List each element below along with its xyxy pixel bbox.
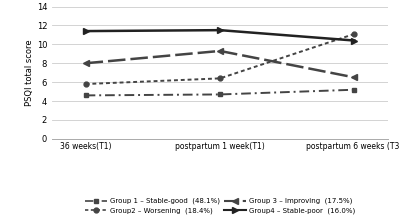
Legend: Group 1 – Stable-good  (48.1%), Group2 – Worsening  (18.4%), Group 3 – Improving: Group 1 – Stable-good (48.1%), Group2 – … [85,198,355,214]
Y-axis label: PSQI total score: PSQI total score [25,39,34,106]
